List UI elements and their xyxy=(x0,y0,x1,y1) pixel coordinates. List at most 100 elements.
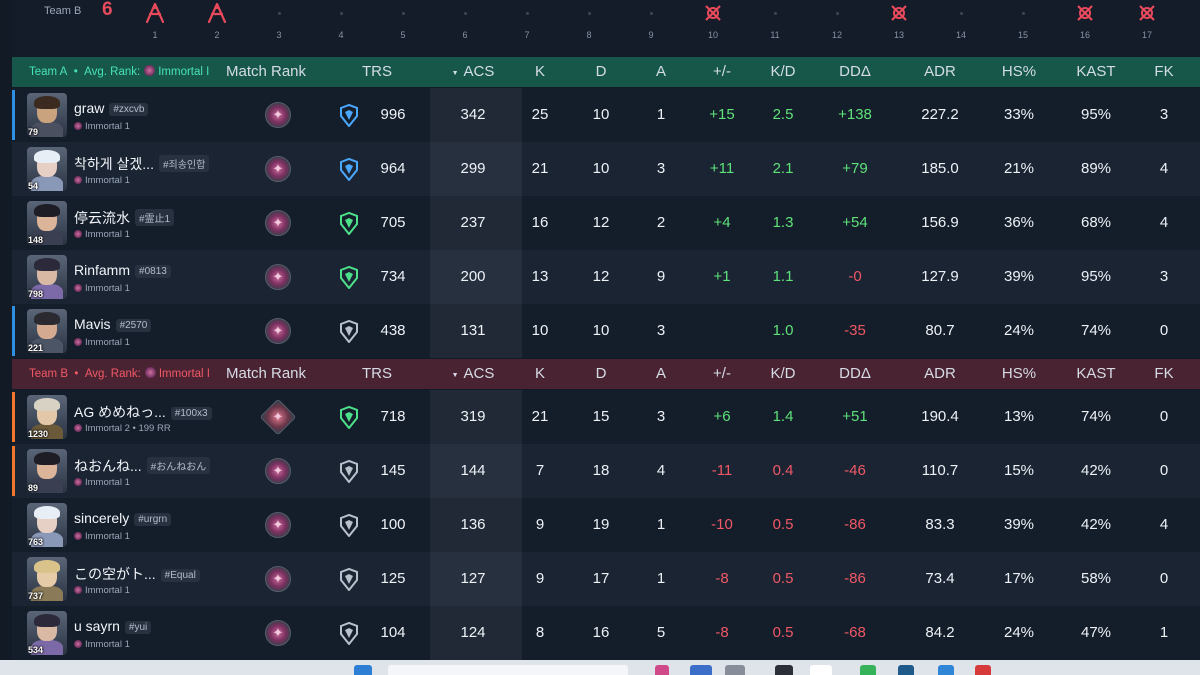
column-header-fk[interactable]: FK xyxy=(1154,365,1174,382)
player-name[interactable]: AG めめねっ... #100x3 xyxy=(74,402,212,422)
stat-fk: 1 xyxy=(1159,624,1169,641)
spike-win-icon xyxy=(140,2,170,24)
player-name[interactable]: 착하게 살겠... #죄송인합 xyxy=(74,154,210,174)
player-row[interactable]: 79 graw#zxcvb Immortal 1 996 342 25 10 1 +15 2.5 +… xyxy=(12,88,1200,142)
round-marker[interactable]: 10 xyxy=(698,0,728,58)
taskbar-app-icon[interactable] xyxy=(655,665,669,675)
player-name[interactable]: この空がト... #Equal xyxy=(74,564,200,584)
account-level: 54 xyxy=(28,181,39,191)
player-name[interactable]: sincerely #urgrn xyxy=(74,510,172,526)
sort-desc-icon: ▼ xyxy=(451,70,459,77)
stat-a: 1 xyxy=(656,106,666,123)
round-marker[interactable]: 17 xyxy=(1132,0,1162,58)
elimination-icon xyxy=(884,2,914,24)
player-name[interactable]: ねおんね... #おんねおん xyxy=(74,456,211,476)
column-header-trs[interactable]: TRS xyxy=(362,63,392,80)
round-marker[interactable]: 7 xyxy=(512,0,542,58)
player-name[interactable]: u sayrn #yui xyxy=(74,618,152,634)
stat-kast: 42% xyxy=(1080,516,1112,533)
column-header-a[interactable]: A xyxy=(655,63,667,80)
player-name[interactable]: 停云流水 #霊止1 xyxy=(74,208,175,228)
stat-d: 16 xyxy=(592,624,610,641)
round-marker[interactable]: 6 xyxy=(450,0,480,58)
stat-dd: -68 xyxy=(844,624,866,641)
column-header-hs[interactable]: HS% xyxy=(1001,365,1037,382)
rank-icon xyxy=(74,478,82,486)
player-row[interactable]: 763 sincerely#urgrn Immortal 1 100 136 9 19 1 -1… xyxy=(12,498,1200,552)
taskbar-app-icon[interactable] xyxy=(938,665,954,675)
round-marker[interactable]: 12 xyxy=(822,0,852,58)
column-header-adr[interactable]: ADR xyxy=(924,365,956,382)
round-marker[interactable]: 16 xyxy=(1070,0,1100,58)
taskbar-app-icon[interactable] xyxy=(810,665,832,675)
column-header-kast[interactable]: KAST xyxy=(1076,63,1116,80)
stat-kd: 1.3 xyxy=(772,214,794,231)
column-header-fk[interactable]: FK xyxy=(1154,63,1174,80)
stat-kast: 47% xyxy=(1080,624,1112,641)
round-marker[interactable]: 11 xyxy=(760,0,790,58)
column-header-k[interactable]: K xyxy=(534,365,546,382)
stat-a: 3 xyxy=(656,160,666,177)
taskbar-app-icon[interactable] xyxy=(975,665,991,675)
search-bar[interactable] xyxy=(388,665,628,675)
round-marker[interactable]: 8 xyxy=(574,0,604,58)
column-header-hs[interactable]: HS% xyxy=(1001,63,1037,80)
round-dot xyxy=(636,2,666,24)
round-marker[interactable]: 5 xyxy=(388,0,418,58)
column-header-dd[interactable]: DDΔ xyxy=(839,63,871,80)
player-name[interactable]: graw #zxcvb xyxy=(74,100,149,116)
immortal-rank-icon xyxy=(265,102,291,128)
taskbar-app-icon[interactable] xyxy=(898,665,914,675)
column-header-match-rank[interactable]: Match Rank xyxy=(225,365,307,382)
stat-kd: 1.1 xyxy=(772,268,794,285)
column-header-a[interactable]: A xyxy=(655,365,667,382)
column-header-plus-minus[interactable]: +/- xyxy=(713,63,731,80)
player-name[interactable]: Mavis #2570 xyxy=(74,316,152,332)
stat-acs: 299 xyxy=(460,160,486,177)
start-icon[interactable] xyxy=(354,665,372,675)
round-marker[interactable]: 15 xyxy=(1008,0,1038,58)
column-header-dd[interactable]: DDΔ xyxy=(839,365,871,382)
player-name[interactable]: Rinfamm #0813 xyxy=(74,262,171,278)
column-header-match-rank[interactable]: Match Rank xyxy=(225,63,307,80)
round-number: 13 xyxy=(893,30,904,40)
taskbar-app-icon[interactable] xyxy=(690,665,712,675)
column-header-kd[interactable]: K/D xyxy=(770,63,796,80)
player-row[interactable]: 534 u sayrn#yui Immortal 1 104 124 8 16 5 -8 0.5 -… xyxy=(12,606,1200,660)
column-header-acs[interactable]: ▼ ACS xyxy=(452,57,495,87)
round-marker[interactable]: 9 xyxy=(636,0,666,58)
round-marker[interactable]: 1 xyxy=(140,0,170,58)
column-header-adr[interactable]: ADR xyxy=(924,63,956,80)
avg-rank-icon xyxy=(144,367,156,378)
round-marker[interactable]: 4 xyxy=(326,0,356,58)
stat-d: 17 xyxy=(592,570,610,587)
round-marker[interactable]: 14 xyxy=(946,0,976,58)
player-row[interactable]: 798 Rinfamm#0813 Immortal 1 734 200 13 12 9 +1 1.… xyxy=(12,250,1200,304)
taskbar-app-icon[interactable] xyxy=(775,665,793,675)
column-header-kd[interactable]: K/D xyxy=(770,365,796,382)
column-header-d[interactable]: D xyxy=(595,63,607,80)
column-header-plus-minus[interactable]: +/- xyxy=(713,365,731,382)
round-marker[interactable]: 3 xyxy=(264,0,294,58)
column-header-acs[interactable]: ▼ ACS xyxy=(452,359,495,389)
stat-k: 10 xyxy=(531,322,549,339)
column-header-k[interactable]: K xyxy=(534,63,546,80)
column-header-d[interactable]: D xyxy=(595,365,607,382)
immortal-rank-icon xyxy=(265,620,291,646)
round-marker[interactable]: 2 xyxy=(202,0,232,58)
column-header-kast[interactable]: KAST xyxy=(1076,365,1116,382)
stat-a: 4 xyxy=(656,462,666,479)
acs-sorted-column-bg xyxy=(430,606,522,660)
trs-tier-icon xyxy=(337,405,361,430)
stat-hs: 36% xyxy=(1003,214,1035,231)
player-row[interactable]: 221 Mavis#2570 Immortal 1 438 131 10 10 3 1.0 -35… xyxy=(12,304,1200,358)
taskbar-app-icon[interactable] xyxy=(860,665,876,675)
round-marker[interactable]: 13 xyxy=(884,0,914,58)
column-header-trs[interactable]: TRS xyxy=(362,365,392,382)
taskbar-app-icon[interactable] xyxy=(725,665,745,675)
